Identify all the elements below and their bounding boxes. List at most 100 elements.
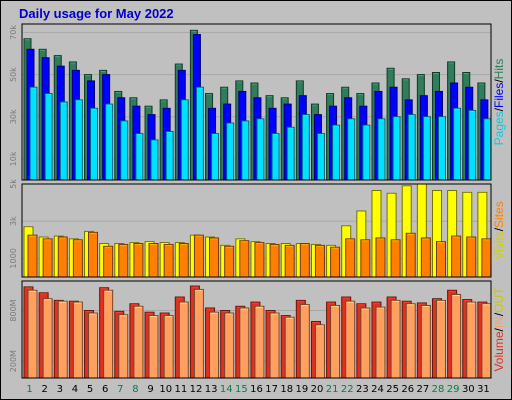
x-tick-label: 7: [117, 384, 123, 395]
x-tick-label: 31: [477, 384, 490, 395]
legend-hits-files-pages: Pages/Files/Hits: [492, 59, 506, 146]
bar-sites-day-1: [27, 234, 38, 278]
bar-pages-day-25: [392, 116, 401, 181]
bar-pages-day-5: [90, 107, 99, 181]
bar-pages-day-6: [105, 103, 114, 181]
bar-sites-day-22: [345, 238, 356, 278]
bar-pages-day-20: [316, 133, 325, 181]
bar-in-day-17: [269, 312, 280, 379]
bar-sites-day-4: [72, 239, 83, 278]
legend-entry: Hits: [492, 59, 506, 80]
bar-pages-day-13: [211, 133, 220, 181]
x-tick-label: 30: [462, 384, 475, 395]
bar-in-day-21: [330, 304, 341, 379]
bar-sites-day-2: [42, 238, 53, 278]
bar-pages-day-17: [271, 133, 280, 181]
x-tick-label: 8: [132, 384, 138, 395]
bar-pages-day-23: [362, 124, 371, 181]
bar-pages-day-12: [195, 86, 204, 181]
bar-sites-day-18: [284, 244, 295, 278]
y-tick-label: 3k: [9, 216, 18, 226]
bar-in-day-15: [239, 307, 250, 379]
bar-pages-day-22: [347, 118, 356, 181]
chart-title: Daily usage for May 2022: [19, 6, 174, 21]
x-tick-label: 24: [371, 384, 384, 395]
bar-pages-day-31: [483, 118, 492, 181]
bar-in-day-10: [163, 315, 174, 379]
bar-in-day-20: [314, 324, 325, 379]
bar-sites-day-30: [466, 236, 477, 278]
bar-pages-day-3: [59, 101, 68, 181]
legend-entry: OUT: [492, 287, 506, 313]
bar-in-day-29: [451, 293, 462, 379]
x-tick-label: 25: [386, 384, 399, 395]
bar-in-day-2: [42, 298, 53, 379]
bar-pages-day-9: [150, 139, 159, 181]
legend-entry: /: [492, 328, 506, 332]
y-tick-label: 1000: [9, 248, 18, 268]
bar-in-day-16: [254, 305, 265, 379]
bar-pages-day-15: [241, 120, 250, 181]
x-tick-label: 3: [57, 384, 63, 395]
bar-sites-day-16: [254, 242, 265, 278]
x-tick-label: 26: [401, 384, 414, 395]
bar-pages-day-19: [301, 114, 310, 181]
y-tick-label: 5k: [9, 179, 18, 189]
bar-pages-day-27: [422, 116, 431, 181]
bar-pages-day-21: [332, 124, 341, 181]
bar-pages-day-11: [180, 99, 189, 181]
bar-sites-day-8: [133, 243, 144, 278]
x-tick-label: 2: [42, 384, 48, 395]
x-tick-label: 19: [296, 384, 309, 395]
bar-sites-day-6: [103, 245, 114, 278]
bar-in-day-14: [224, 312, 235, 379]
bar-in-day-24: [375, 306, 386, 379]
bar-sites-day-5: [88, 231, 99, 278]
x-tick-label: 28: [432, 384, 445, 395]
bar-in-day-7: [118, 314, 129, 379]
legend-entry: Pages: [492, 111, 506, 145]
bar-in-day-5: [88, 312, 99, 379]
bar-pages-day-1: [29, 86, 38, 181]
bar-sites-day-15: [239, 240, 250, 278]
x-tick-label: 9: [147, 384, 153, 395]
bar-sites-day-31: [481, 238, 492, 278]
bar-sites-day-25: [390, 239, 401, 278]
bar-in-day-28: [435, 299, 446, 379]
x-tick-label: 15: [235, 384, 248, 395]
bar-sites-day-12: [193, 234, 204, 278]
legend-entry: /: [492, 79, 506, 83]
x-tick-label: 11: [174, 384, 187, 395]
bar-sites-day-27: [420, 237, 431, 278]
x-tick-label: 29: [447, 384, 460, 395]
bar-pages-day-18: [286, 126, 295, 181]
x-tick-label: 5: [87, 384, 93, 395]
bar-sites-day-28: [435, 241, 446, 278]
bar-sites-day-21: [330, 246, 341, 278]
x-tick-label: 22: [341, 384, 354, 395]
bar-in-day-27: [420, 304, 431, 379]
legend-entry: Visits: [492, 231, 506, 259]
bar-pages-day-24: [377, 118, 386, 181]
legend-entry: /: [492, 227, 506, 231]
x-tick-label: 18: [280, 384, 293, 395]
bar-in-day-4: [72, 301, 83, 379]
panel-border: [21, 280, 492, 379]
x-tick-label: 12: [190, 384, 203, 395]
bar-in-day-31: [481, 303, 492, 379]
bar-in-day-30: [466, 301, 477, 379]
legend-volume-in-out: Volume/IN/OUT: [492, 287, 506, 372]
bar-pages-day-16: [256, 118, 265, 181]
bar-pages-day-7: [120, 120, 129, 181]
legend-entry: /: [492, 312, 506, 316]
x-tick-label: 20: [311, 384, 324, 395]
bar-sites-day-10: [163, 243, 174, 278]
x-tick-label: 14: [220, 384, 233, 395]
bar-pages-day-30: [468, 109, 477, 181]
x-tick-label: 23: [356, 384, 369, 395]
bar-in-day-12: [193, 288, 204, 379]
legend-entry: /: [492, 107, 506, 111]
x-tick-label: 6: [102, 384, 108, 395]
legend-entry: Files: [492, 83, 506, 108]
